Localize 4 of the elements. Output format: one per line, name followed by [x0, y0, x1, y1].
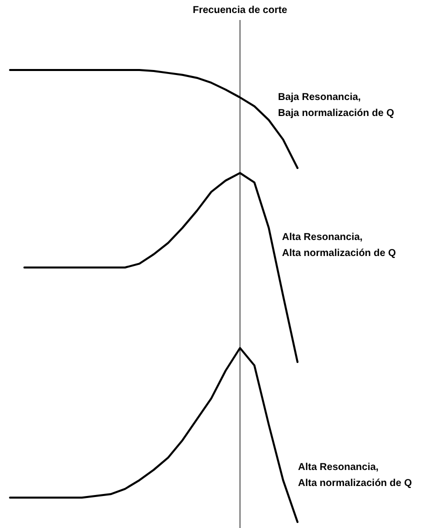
text: Frecuencia de corte [192, 5, 288, 16]
annotation: Baja Resonancia, Baja normalización de Q [278, 92, 394, 119]
annotation: Alta Resonancia, Alta normalización de Q [298, 462, 412, 489]
annotation: Alta Resonancia, Alta normalización de Q [282, 232, 396, 259]
